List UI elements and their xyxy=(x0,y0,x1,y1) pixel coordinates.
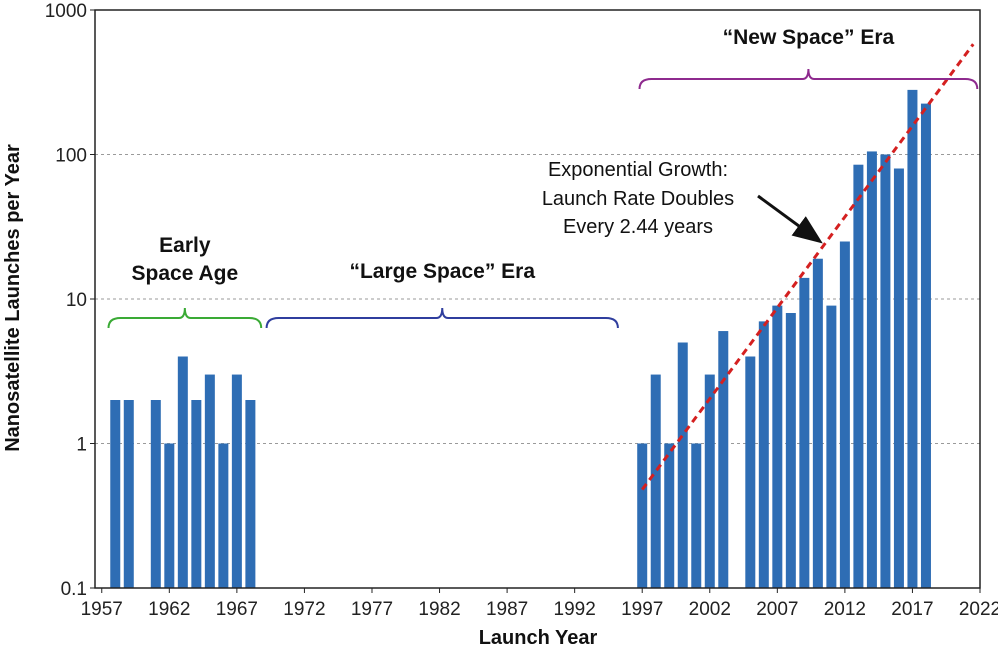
bar xyxy=(758,321,769,588)
x-tick-label: 1992 xyxy=(554,599,596,620)
bar xyxy=(191,400,202,588)
bar xyxy=(785,313,796,588)
y-tick-label: 1 xyxy=(76,435,87,456)
bar xyxy=(893,168,904,589)
y-axis-title: Nanosatellite Launches per Year xyxy=(2,144,24,452)
x-tick-label: 1982 xyxy=(418,599,460,620)
era-label: Early xyxy=(159,234,211,257)
x-tick-label: 1972 xyxy=(283,599,325,620)
era-label: “Large Space” Era xyxy=(349,260,535,283)
bar xyxy=(218,443,229,588)
bar xyxy=(772,305,783,588)
bar xyxy=(677,342,688,588)
era-bracket xyxy=(265,307,619,329)
y-tick-label: 100 xyxy=(55,146,87,167)
bar xyxy=(164,443,175,588)
y-ticks: 0.1 1 10 100 1000 xyxy=(45,1,95,600)
bar xyxy=(866,151,877,588)
era-bracket xyxy=(638,68,979,90)
bar xyxy=(880,154,891,588)
x-tick-label: 2007 xyxy=(756,599,798,620)
x-tick-label: 2022 xyxy=(959,599,998,620)
bar xyxy=(704,374,715,588)
annotation-line: Every 2.44 years xyxy=(563,216,713,238)
x-tick-label: 2012 xyxy=(824,599,866,620)
era-label: Space Age xyxy=(132,262,239,285)
x-tick-label: 2017 xyxy=(891,599,933,620)
bar xyxy=(691,443,702,588)
annotation-line: Launch Rate Doubles xyxy=(542,188,734,210)
bar xyxy=(637,443,648,588)
annotation: Exponential Growth: Launch Rate Doubles Ev… xyxy=(542,159,823,244)
bar xyxy=(177,356,188,588)
bar xyxy=(664,443,675,588)
bar xyxy=(718,331,729,588)
bar xyxy=(110,400,121,588)
era-brackets: Early Space Age “Large Space” Era “New Spac… xyxy=(107,26,979,329)
bar xyxy=(745,356,756,588)
x-tick-label: 1957 xyxy=(81,599,123,620)
x-tick-label: 1987 xyxy=(486,599,528,620)
era-bracket xyxy=(107,307,263,329)
x-tick-label: 2002 xyxy=(689,599,731,620)
y-tick-label: 1000 xyxy=(45,1,87,22)
bar xyxy=(920,103,931,589)
annotation-line: Exponential Growth: xyxy=(548,159,728,181)
annotation-arrow xyxy=(757,194,823,244)
x-tick-label: 1977 xyxy=(351,599,393,620)
bar xyxy=(839,241,850,588)
bar xyxy=(123,400,134,588)
x-tick-label: 1997 xyxy=(621,599,663,620)
bar xyxy=(799,277,810,588)
bar xyxy=(907,89,918,588)
bar xyxy=(231,374,242,588)
bars xyxy=(110,89,931,589)
trend-line xyxy=(641,43,975,491)
bar xyxy=(245,400,256,588)
bar xyxy=(150,400,161,588)
bar xyxy=(826,305,837,588)
x-axis-title: Launch Year xyxy=(479,627,598,649)
y-tick-label: 10 xyxy=(66,290,87,311)
bar xyxy=(853,164,864,588)
x-tick-label: 1962 xyxy=(148,599,190,620)
trend xyxy=(641,43,975,491)
y-tick-label: 0.1 xyxy=(61,579,87,600)
x-ticks: 1957 1962 1967 1972 1977 1982 1987 1992 1997 2002… xyxy=(81,588,998,620)
era-label: “New Space” Era xyxy=(723,26,895,49)
bar xyxy=(650,374,661,588)
x-tick-label: 1967 xyxy=(216,599,258,620)
bar xyxy=(204,374,215,588)
bar xyxy=(812,258,823,588)
